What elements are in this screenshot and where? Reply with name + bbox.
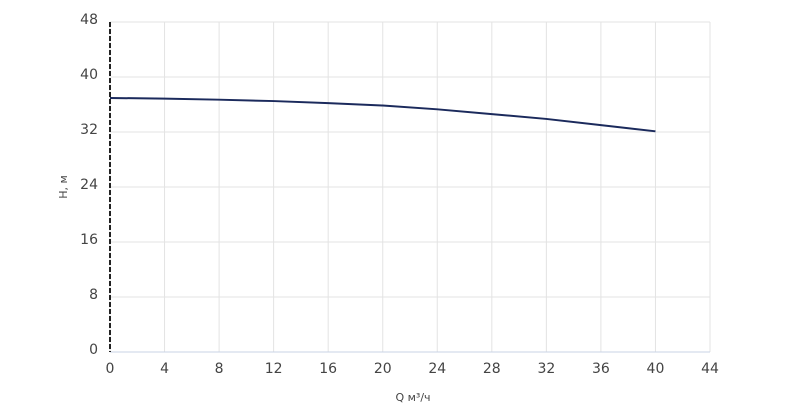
y-tick-label: 32 xyxy=(80,122,98,138)
y-tick-label: 8 xyxy=(89,287,98,303)
x-tick-label: 8 xyxy=(215,361,224,377)
x-tick-label: 20 xyxy=(374,361,392,377)
x-tick-label: 16 xyxy=(319,361,337,377)
y-tick-label: 48 xyxy=(80,12,98,28)
x-tick-label: 4 xyxy=(160,361,169,377)
y-tick-label: 0 xyxy=(89,342,98,358)
x-tick-label: 12 xyxy=(265,361,283,377)
x-tick-label: 32 xyxy=(537,361,555,377)
x-tick-label: 44 xyxy=(701,361,719,377)
x-tick-label: 28 xyxy=(483,361,501,377)
y-axis-label: H, м xyxy=(57,175,70,199)
x-tick-label: 40 xyxy=(647,361,665,377)
x-tick-label: 0 xyxy=(106,361,115,377)
x-tick-label: 24 xyxy=(428,361,446,377)
x-tick-label: 36 xyxy=(592,361,610,377)
y-tick-label: 40 xyxy=(80,67,98,83)
y-tick-label: 24 xyxy=(80,177,98,193)
curve xyxy=(109,96,656,133)
y-tick-label: 16 xyxy=(80,232,98,248)
x-axis-label: Q м³/ч xyxy=(395,391,430,404)
